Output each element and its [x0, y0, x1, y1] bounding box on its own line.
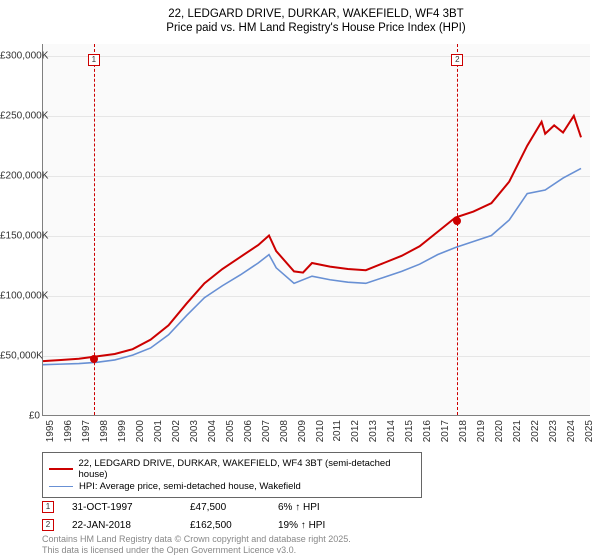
transaction-point — [453, 217, 461, 225]
chart-svg — [43, 44, 590, 415]
transaction-marker: 2 — [451, 54, 463, 66]
transaction-table: 1 31-OCT-1997 £47,500 6% ↑ HPI 2 22-JAN-2018 £… — [42, 500, 348, 536]
y-tick-label: £300,000K — [0, 51, 40, 62]
legend-swatch — [49, 486, 73, 488]
legend-row: 22, LEDGARD DRIVE, DURKAR, WAKEFIELD, WF… — [49, 458, 415, 480]
y-tick-label: £0 — [0, 411, 40, 422]
transaction-vline — [457, 44, 458, 415]
transaction-row: 1 31-OCT-1997 £47,500 6% ↑ HPI — [42, 500, 348, 514]
chart-plot-area: 12 — [42, 44, 590, 416]
series-hpi — [43, 168, 581, 364]
transaction-row-marker: 2 — [42, 519, 54, 531]
y-tick-label: £50,000K — [0, 351, 40, 362]
footer-line2: This data is licensed under the Open Gov… — [42, 545, 351, 556]
legend-swatch — [49, 468, 73, 470]
series-property — [43, 116, 581, 361]
legend-row: HPI: Average price, semi-detached house,… — [49, 481, 415, 492]
legend-label: HPI: Average price, semi-detached house,… — [79, 481, 301, 492]
transaction-delta: 6% ↑ HPI — [278, 502, 348, 513]
chart-title-line1: 22, LEDGARD DRIVE, DURKAR, WAKEFIELD, WF… — [42, 8, 590, 20]
y-tick-label: £250,000K — [0, 111, 40, 122]
transaction-row-marker: 1 — [42, 501, 54, 513]
footer-attribution: Contains HM Land Registry data © Crown c… — [42, 534, 351, 556]
transaction-delta: 19% ↑ HPI — [278, 520, 348, 531]
y-tick-label: £150,000K — [0, 231, 40, 242]
transaction-price: £162,500 — [190, 520, 260, 531]
y-tick-label: £200,000K — [0, 171, 40, 182]
y-tick-label: £100,000K — [0, 291, 40, 302]
transaction-point — [90, 355, 98, 363]
transaction-date: 31-OCT-1997 — [72, 502, 172, 513]
x-tick-label: 2025 — [584, 420, 600, 442]
transaction-date: 22-JAN-2018 — [72, 520, 172, 531]
transaction-marker: 1 — [88, 54, 100, 66]
legend-label: 22, LEDGARD DRIVE, DURKAR, WAKEFIELD, WF… — [79, 458, 416, 480]
chart-title-line2: Price paid vs. HM Land Registry's House … — [42, 22, 590, 34]
footer-line1: Contains HM Land Registry data © Crown c… — [42, 534, 351, 545]
transaction-row: 2 22-JAN-2018 £162,500 19% ↑ HPI — [42, 518, 348, 532]
legend: 22, LEDGARD DRIVE, DURKAR, WAKEFIELD, WF… — [42, 452, 422, 498]
transaction-price: £47,500 — [190, 502, 260, 513]
